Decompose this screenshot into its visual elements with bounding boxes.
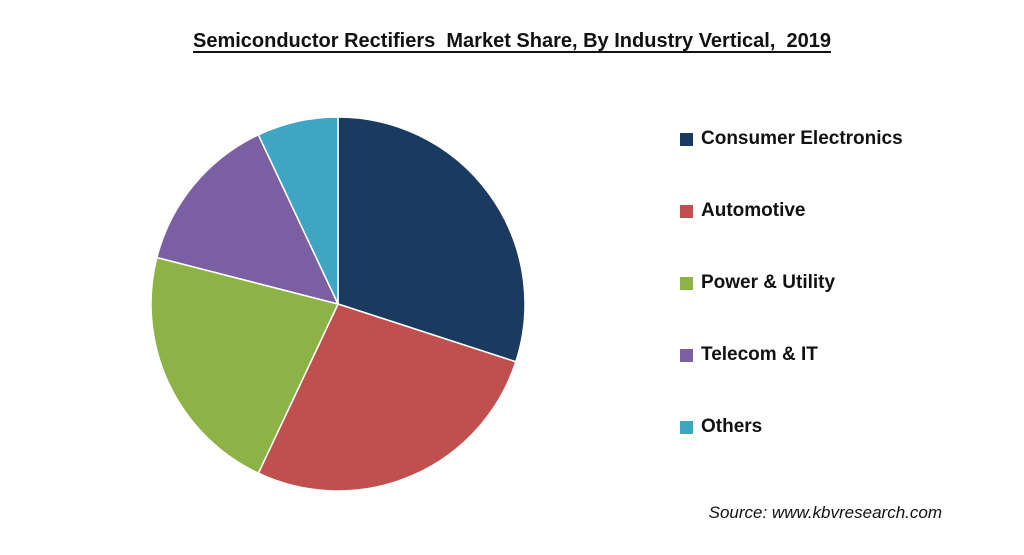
legend-swatch	[680, 132, 693, 146]
pie-slice-power-utility	[150, 256, 340, 475]
legend-label: Consumer Electronics	[701, 128, 903, 149]
legend-item-power-utility: Power & Utility	[680, 268, 903, 298]
legend-label: Automotive	[701, 200, 806, 221]
source-note: Source: www.kbvresearch.com	[708, 503, 942, 522]
legend-label: Telecom & IT	[701, 344, 818, 365]
legend-item-telecom-it: Telecom & IT	[680, 340, 903, 370]
legend-label: Others	[701, 416, 763, 437]
legend-swatch	[680, 420, 693, 434]
legend-swatch	[680, 276, 693, 290]
legend-item-consumer-electronics: Consumer Electronics	[680, 124, 903, 154]
chart-title: Semiconductor Rectifiers Market Share, B…	[192, 30, 832, 52]
pie-slice-others	[257, 116, 339, 305]
pie-slice-telecom-it	[155, 133, 340, 306]
pie-slice-automotive	[257, 303, 517, 492]
legend-swatch	[680, 348, 693, 362]
legend-item-others: Others	[680, 412, 903, 442]
legend-label: Power & Utility	[701, 272, 836, 293]
legend-swatch	[680, 204, 693, 218]
legend: Consumer Electronics Automotive Power & …	[680, 124, 903, 484]
pie-slice-consumer-electronics	[337, 116, 526, 363]
legend-item-automotive: Automotive	[680, 196, 903, 226]
